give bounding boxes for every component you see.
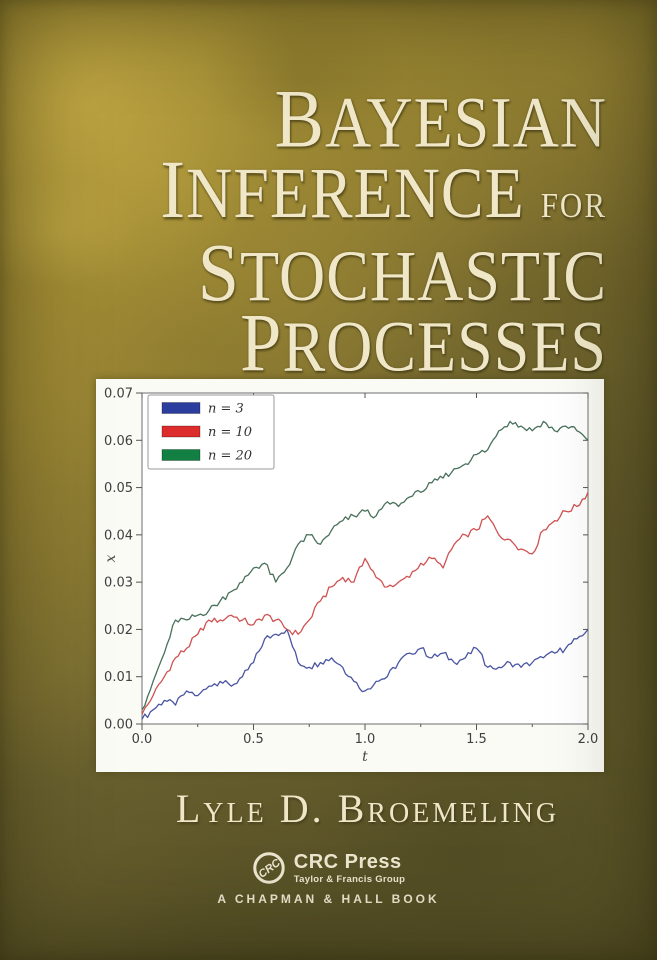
- legend-swatch: [161, 449, 201, 461]
- y-tick-label: 0.05: [104, 481, 133, 496]
- x-axis-label: t: [362, 749, 368, 765]
- crc-press-texts: CRC Press Taylor & Francis Group: [294, 852, 405, 885]
- x-tick-label: 1.0: [355, 732, 376, 747]
- series-path-1: [141, 628, 589, 720]
- legend-swatch: [161, 402, 201, 414]
- title-word-inference: Inference: [160, 144, 525, 237]
- book-title: Bayesian Inference for Stochastic Process…: [160, 73, 607, 390]
- sample-paths-chart: 0.00 0.01 0.02 0.03 0.04 0.05 0.06 0.07 0.0 0.5 1.…: [103, 387, 599, 766]
- y-tick-label: 0.06: [104, 434, 133, 449]
- x-tick-label: 2.0: [578, 732, 599, 747]
- imprint-line: A Chapman & Hall Book: [217, 892, 440, 906]
- y-axis-label: x: [103, 554, 119, 562]
- stochastic-paths-figure: 0.00 0.01 0.02 0.03 0.04 0.05 0.06 0.07 0.0 0.5 1.…: [96, 379, 604, 772]
- y-tick-label: 0.00: [104, 718, 133, 733]
- title-word-for: for: [540, 185, 607, 225]
- author-name: Lyle D. Broemeling: [175, 786, 560, 831]
- title-line-1: Bayesian: [274, 73, 607, 166]
- y-tick-label: 0.03: [104, 576, 133, 591]
- legend-swatch: [161, 425, 201, 438]
- y-tick-label: 0.07: [104, 387, 133, 402]
- publisher-group: Taylor & Francis Group: [293, 873, 406, 885]
- y-tick-label: 0.01: [104, 670, 133, 685]
- title-line-2: Inference for: [160, 154, 607, 240]
- crc-press-row: CRC CRC Press Taylor & Francis Group: [252, 851, 405, 885]
- publisher-block: CRC CRC Press Taylor & Francis Group A C…: [0, 851, 657, 906]
- legend-label: n = 20: [208, 449, 252, 464]
- legend-label: n = 3: [208, 402, 244, 417]
- x-tick-label: 0.0: [132, 732, 153, 747]
- title-line-4: Processes: [240, 297, 607, 390]
- legend-label: n = 10: [208, 425, 252, 440]
- crc-circle-logo-icon: CRC: [253, 852, 285, 884]
- series-path-2: [141, 492, 589, 715]
- y-tick-label: 0.02: [104, 623, 133, 638]
- x-tick-label: 1.5: [466, 732, 487, 747]
- x-tick-label: 0.5: [243, 732, 264, 747]
- title-line-3: Stochastic: [197, 227, 607, 319]
- y-tick-label: 0.04: [104, 528, 133, 543]
- series-path-3: [141, 420, 589, 711]
- publisher-name: CRC Press: [293, 850, 402, 873]
